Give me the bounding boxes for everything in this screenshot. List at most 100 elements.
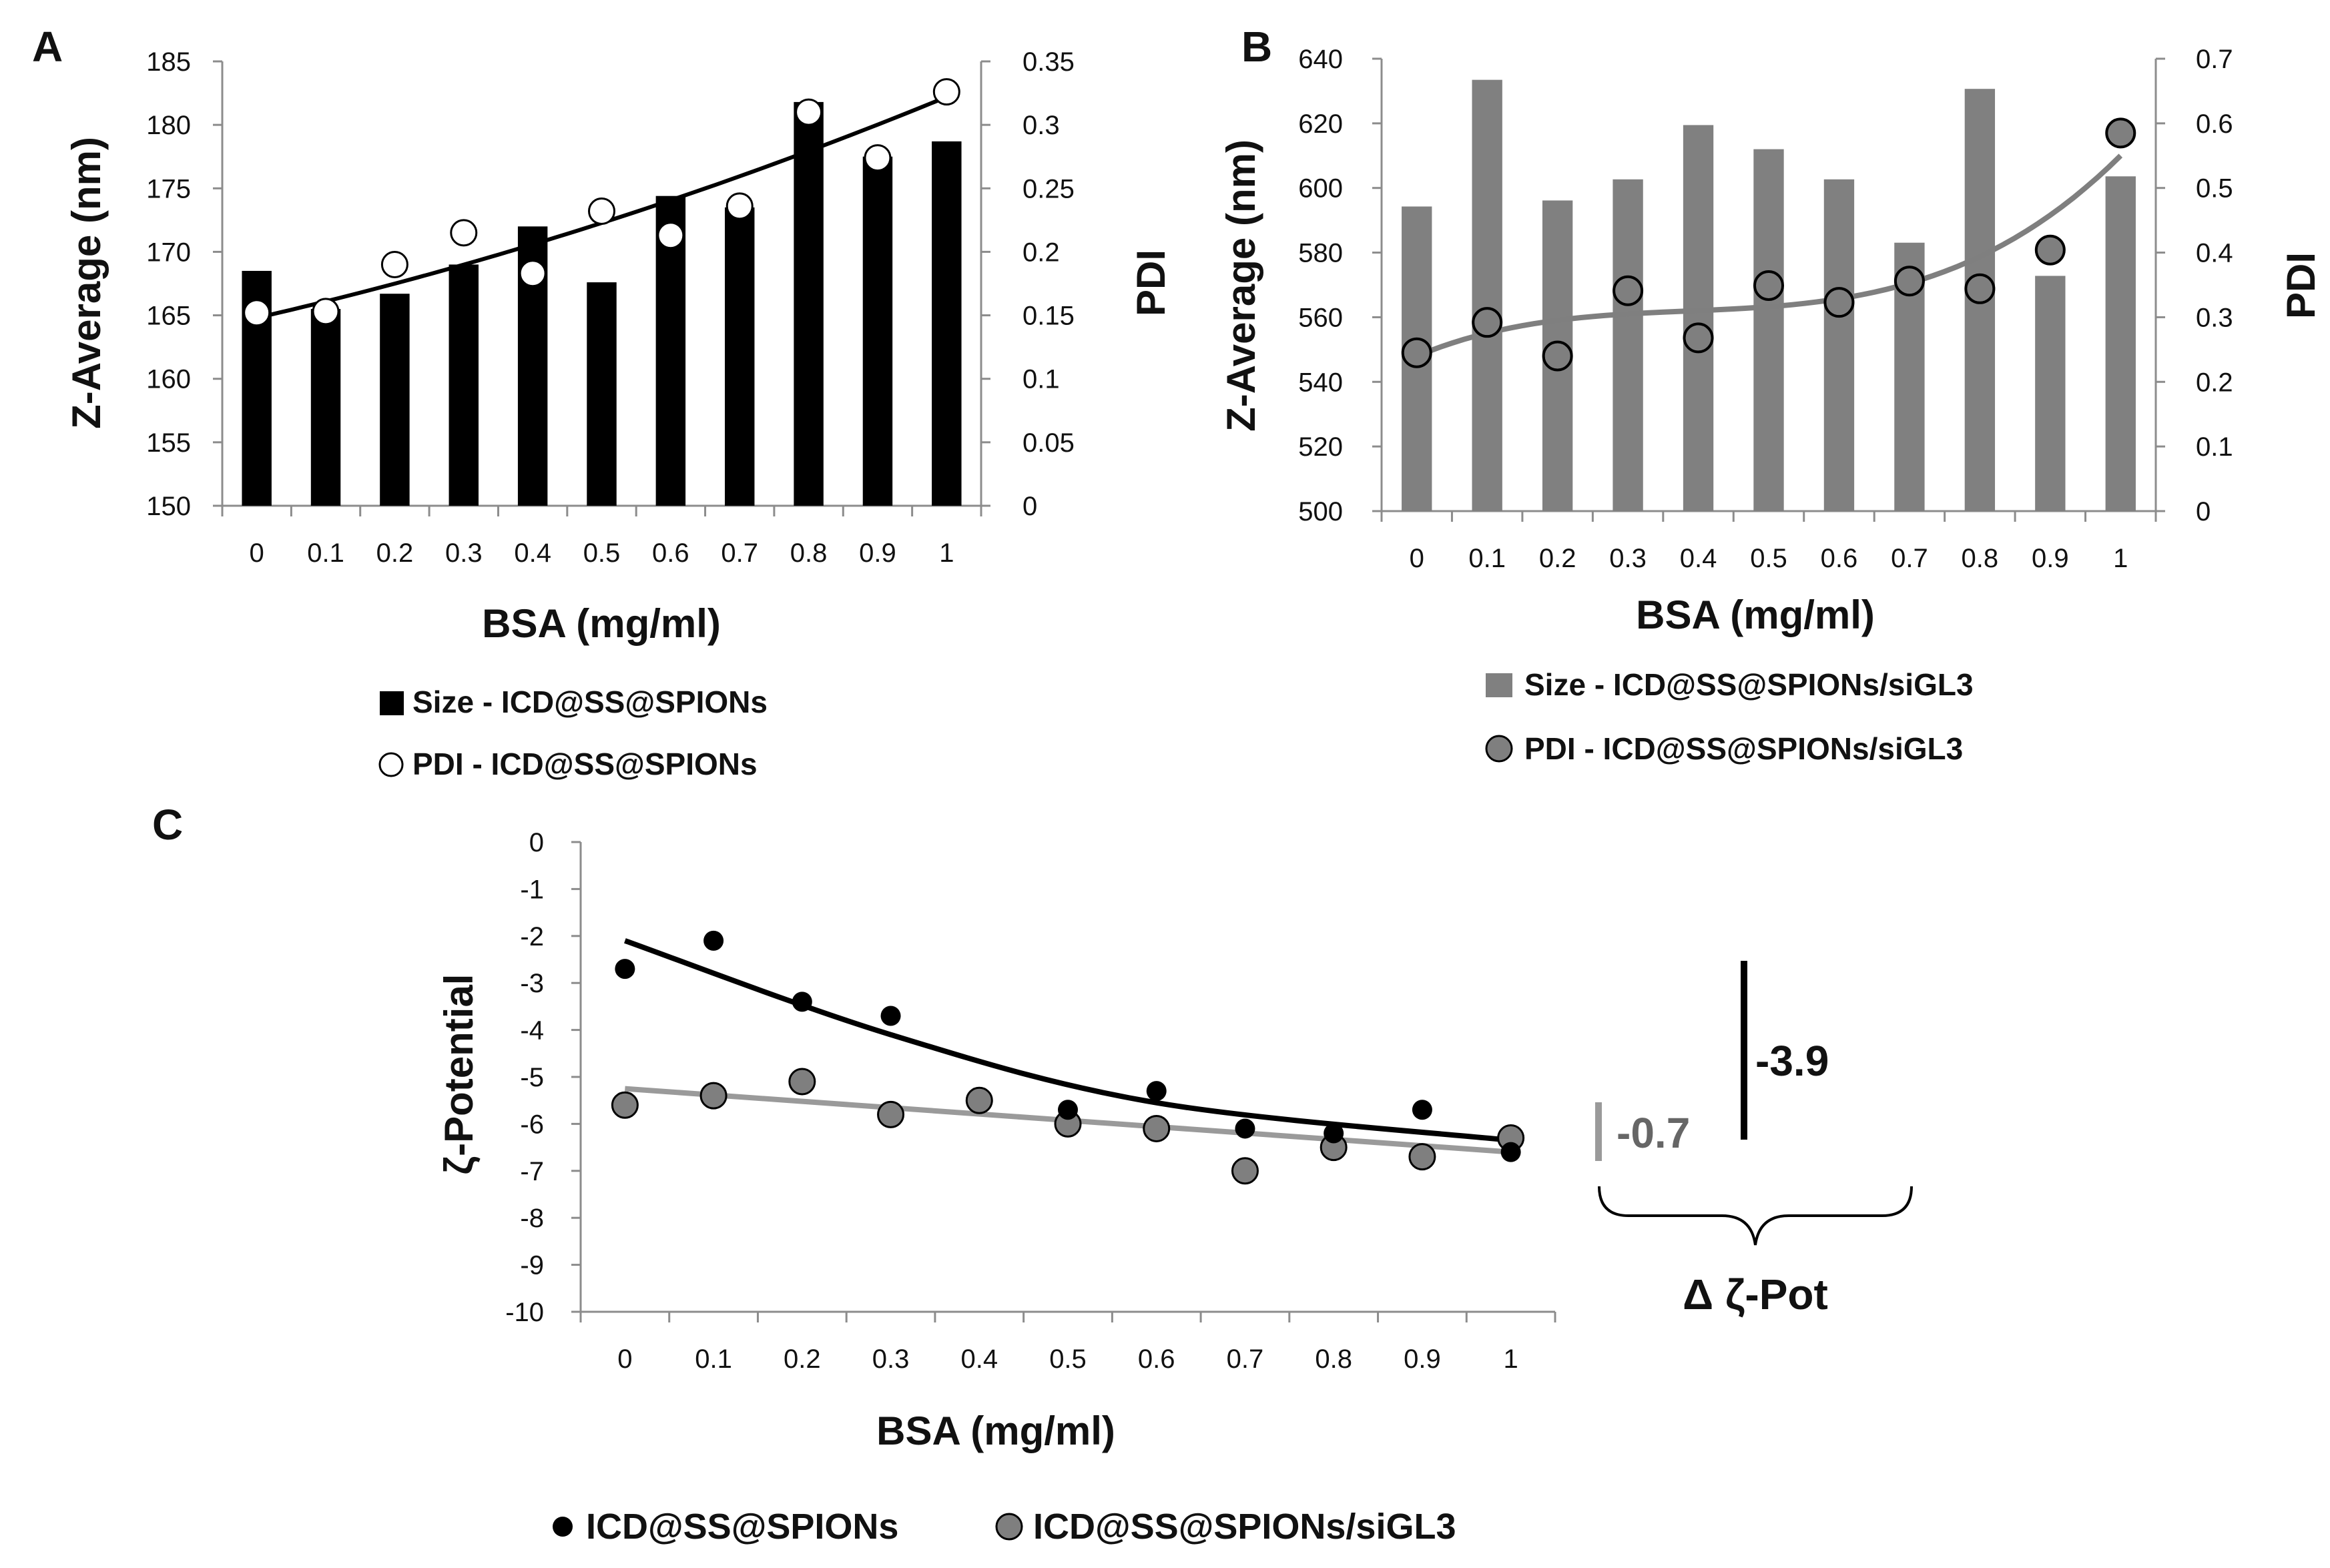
pdi-point [1753,270,1784,301]
y2-tick-label: 0.2 [2196,368,2233,397]
y-tick-label: -3 [520,969,544,998]
pdi-point [795,98,823,126]
pdi-point [657,222,685,250]
x-tick-label: 0.7 [721,538,758,568]
y-tick-label: -5 [520,1063,544,1092]
pdi-point [519,260,547,288]
panel-c-legend-icd: ICD@SS@SPIONs [586,1507,898,1547]
panel-c-legend-sigl3: ICD@SS@SPIONs/siGL3 [1033,1507,1456,1547]
y-tick-label: -6 [520,1110,544,1139]
delta-gray-value: -0.7 [1617,1109,1690,1157]
y-tick-label: 185 [146,47,191,77]
x-tick-label: 0.4 [960,1344,998,1374]
y-tick-label: 165 [146,302,191,331]
y-tick-label: -1 [520,875,544,904]
y2-tick-label: 0.7 [2196,45,2233,74]
x-tick-label: 0.2 [376,538,414,568]
pdi-point [2105,117,2136,149]
panel-b-legend-size: Size - ICD@SS@SPIONs/siGL3 [1524,667,1974,702]
x-tick-label: 0 [617,1344,632,1374]
y2-tick-label: 0.3 [2196,303,2233,332]
panel-b-legend-size-swatch [1486,673,1512,697]
y-tick-label: 520 [1298,432,1343,462]
x-tick-label: 0.6 [1138,1344,1175,1374]
y2-tick-label: 0.2 [1023,238,1060,267]
point-sigl3 [699,1082,727,1110]
panel-a-x-axis-title: BSA (mg/ml) [482,601,721,646]
x-tick-label: 0.3 [1609,544,1647,573]
panel-a-x-tick-labels: 0 0.1 0.2 0.3 0.4 0.5 0.6 0.7 0.8 0.9 1 [250,538,954,568]
pdi-point [1823,287,1855,318]
y-tick-label: 640 [1298,45,1343,74]
panel-b-y2-axis-title: PDI [2279,252,2323,319]
panel-a-y2-tick-labels: 0.35 0.3 0.25 0.2 0.15 0.1 0.05 0 [1023,47,1075,521]
pdi-point [2034,234,2066,266]
point-icd [703,930,724,951]
point-sigl3 [611,1091,639,1119]
point-sigl3 [965,1086,993,1114]
bar [1823,179,1855,511]
panel-c-trendline-icd [624,938,1512,1144]
x-tick-label: 0.6 [652,538,689,568]
x-tick-label: 0.8 [1962,544,1999,573]
panel-c-points [611,930,1525,1185]
y2-tick-label: 0.1 [2196,432,2233,462]
pdi-point [932,78,960,106]
x-tick-label: 0.4 [1680,544,1717,573]
y-tick-label: 560 [1298,303,1343,332]
panel-c: C 0 -1 -2 -3 -4 -5 -6 -7 -8 -9 -10 0 0.1 0.2 0.3 0.4 0.… [152,801,1913,1547]
x-tick-label: 0.9 [859,538,896,568]
bar [380,294,410,506]
panel-b-legend-pdi-swatch [1485,735,1513,763]
x-tick-label: 1 [939,538,954,568]
point-sigl3 [877,1100,905,1128]
y2-tick-label: 0.35 [1023,47,1075,77]
pdi-point [243,299,271,327]
y-tick-label: -4 [520,1016,544,1046]
y2-tick-label: 0.5 [2196,174,2233,204]
panel-b-bars [1402,79,2136,512]
x-tick-label: 0.5 [1750,544,1787,573]
pdi-point [312,298,340,326]
point-icd [1412,1100,1432,1120]
x-tick-label: 0.7 [1227,1344,1264,1374]
point-sigl3 [1231,1157,1259,1185]
panel-a-y-axis-title: Z-Average (nm) [64,137,109,429]
x-tick-label: 0.5 [583,538,621,568]
panel-a-pdi-points [243,78,960,327]
y2-tick-label: 0 [1023,492,1037,521]
y-tick-label: -7 [520,1157,544,1186]
panel-c-y-tick-labels: 0 -1 -2 -3 -4 -5 -6 -7 -8 -9 -10 [505,828,544,1327]
x-tick-label: 0.5 [1049,1344,1087,1374]
bar [1613,179,1643,511]
y2-tick-label: 0.6 [2196,109,2233,139]
point-sigl3 [1408,1143,1436,1171]
point-icd [1058,1100,1078,1120]
panel-a-legend-size: Size - ICD@SS@SPIONs [412,685,768,719]
panel-b-x-tick-labels: 0 0.1 0.2 0.3 0.4 0.5 0.6 0.7 0.8 0.9 1 [1410,544,2128,573]
panel-b-y-axis-title: Z-Average (nm) [1219,139,1263,432]
x-tick-label: 1 [1504,1344,1518,1374]
panel-c-legend-icd-swatch [553,1517,573,1537]
y-tick-label: 160 [146,365,191,394]
delta-label: Δ ζ-Pot [1683,1270,1828,1318]
pdi-point [1683,322,1714,354]
y-tick-label: 580 [1298,239,1343,268]
panel-b-y-tick-labels: 640 620 600 580 560 540 520 500 [1298,45,1343,526]
panel-c-axes [571,841,1556,1322]
pdi-point [1472,307,1503,338]
x-tick-label: 0.1 [307,538,344,568]
panel-b-axes [1372,57,2165,522]
x-tick-label: 0.7 [1891,544,1928,573]
panel-b-label: B [1241,23,1272,71]
pdi-point [1964,273,1996,304]
point-icd [792,992,812,1012]
bar [1472,79,1502,511]
panel-a-legend-pdi-swatch [378,752,404,777]
pdi-point [588,198,615,226]
pdi-point [450,219,478,247]
y2-tick-label: 0.25 [1023,174,1075,204]
pdi-point [1613,275,1644,306]
point-icd [615,959,635,979]
